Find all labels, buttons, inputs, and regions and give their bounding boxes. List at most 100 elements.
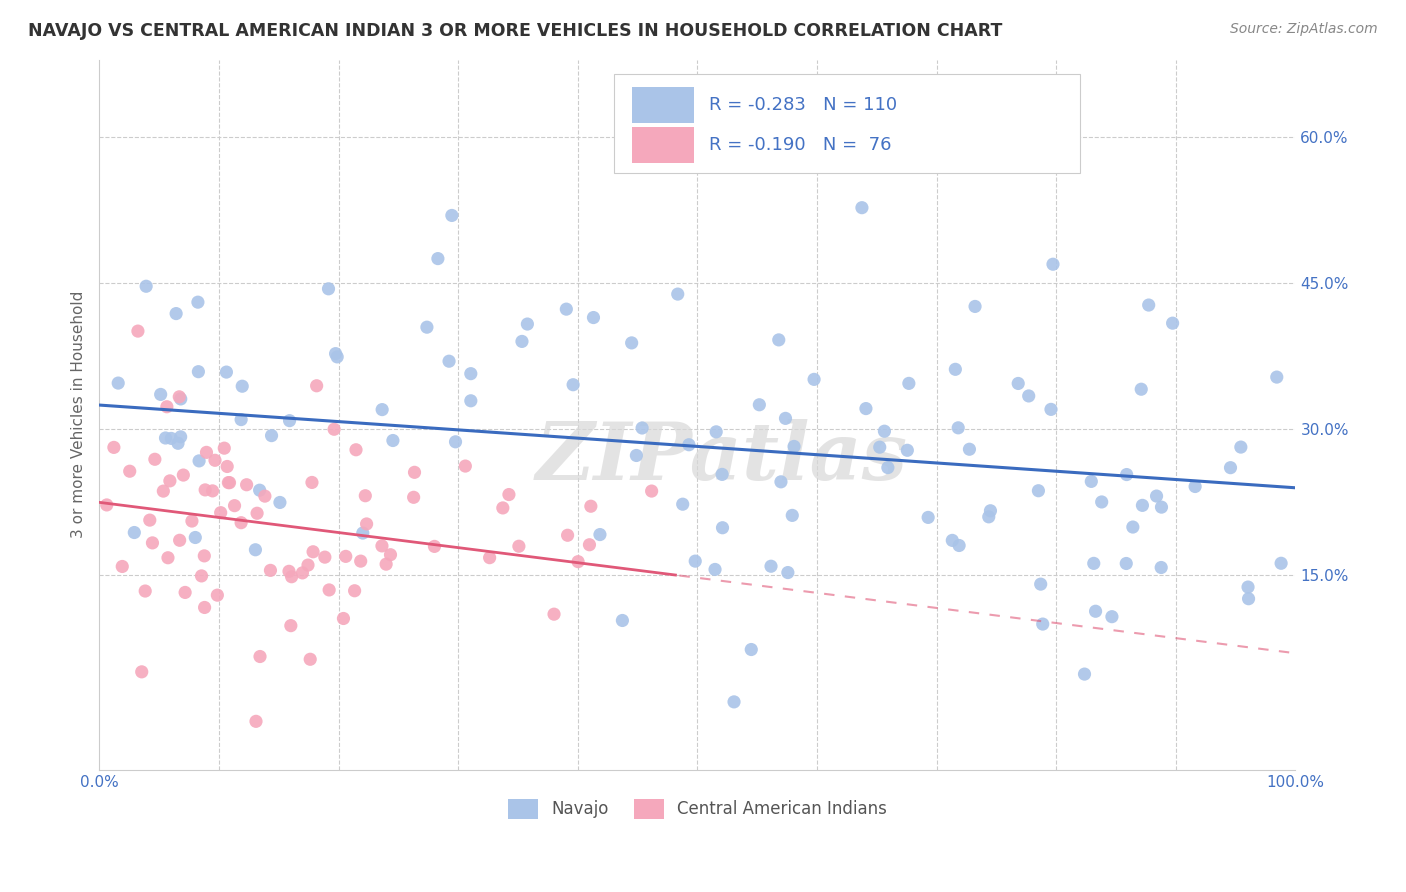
- Point: [704, 425, 727, 439]
- Point: [1146, 489, 1168, 503]
- Point: [557, 528, 579, 542]
- Point: [156, 550, 179, 565]
- Point: [280, 570, 302, 584]
- Point: [640, 484, 662, 499]
- Point: [775, 411, 797, 425]
- Point: [124, 525, 146, 540]
- Point: [666, 287, 689, 301]
- Point: [437, 354, 460, 368]
- Point: [1150, 500, 1173, 515]
- Point: [948, 539, 970, 553]
- Point: [803, 372, 825, 386]
- Text: R = -0.190   N =  76: R = -0.190 N = 76: [710, 136, 891, 153]
- Legend: Navajo, Central American Indians: Navajo, Central American Indians: [502, 792, 894, 826]
- Point: [231, 379, 253, 393]
- Point: [190, 569, 212, 583]
- Point: [1032, 617, 1054, 632]
- Point: [149, 387, 172, 401]
- Point: [896, 443, 918, 458]
- Point: [1115, 557, 1137, 571]
- Point: [562, 377, 585, 392]
- Point: [127, 324, 149, 338]
- Point: [460, 393, 482, 408]
- Point: [259, 563, 281, 577]
- Point: [323, 422, 346, 436]
- Point: [172, 468, 194, 483]
- Point: [375, 557, 398, 571]
- Point: [626, 449, 648, 463]
- Point: [582, 310, 605, 325]
- Point: [195, 445, 218, 459]
- Point: [204, 453, 226, 467]
- Point: [215, 365, 238, 379]
- Point: [959, 442, 981, 457]
- Point: [231, 412, 253, 426]
- Point: [620, 335, 643, 350]
- Point: [740, 642, 762, 657]
- Point: [683, 554, 706, 568]
- Point: [440, 209, 463, 223]
- Point: [711, 467, 734, 482]
- Point: [508, 539, 530, 553]
- FancyBboxPatch shape: [631, 87, 693, 123]
- Point: [169, 533, 191, 548]
- Point: [977, 509, 1000, 524]
- Point: [941, 533, 963, 548]
- Point: [217, 459, 239, 474]
- Point: [498, 487, 520, 501]
- Point: [1091, 495, 1114, 509]
- Point: [352, 526, 374, 541]
- Point: [143, 452, 166, 467]
- Point: [253, 489, 276, 503]
- Point: [278, 564, 301, 578]
- Point: [131, 665, 153, 679]
- Point: [380, 548, 402, 562]
- Point: [492, 500, 515, 515]
- Point: [249, 649, 271, 664]
- Point: [96, 498, 118, 512]
- Point: [876, 460, 898, 475]
- Point: [1029, 577, 1052, 591]
- Point: [1184, 479, 1206, 493]
- Point: [139, 513, 162, 527]
- Point: [1237, 591, 1260, 606]
- Text: Source: ZipAtlas.com: Source: ZipAtlas.com: [1230, 22, 1378, 37]
- Point: [672, 497, 695, 511]
- Point: [426, 252, 449, 266]
- Point: [181, 514, 204, 528]
- Point: [855, 401, 877, 416]
- Point: [769, 475, 792, 489]
- Point: [780, 508, 803, 523]
- Point: [194, 483, 217, 497]
- Point: [371, 402, 394, 417]
- Point: [245, 714, 267, 729]
- Point: [218, 475, 240, 490]
- Point: [156, 400, 179, 414]
- Point: [1084, 604, 1107, 618]
- Point: [678, 438, 700, 452]
- Point: [1122, 520, 1144, 534]
- Point: [1265, 370, 1288, 384]
- Point: [1115, 467, 1137, 482]
- Point: [381, 434, 404, 448]
- Point: [246, 506, 269, 520]
- Point: [165, 307, 187, 321]
- Point: [1130, 382, 1153, 396]
- Point: [423, 540, 446, 554]
- Point: [280, 618, 302, 632]
- Point: [748, 398, 770, 412]
- FancyBboxPatch shape: [614, 74, 1080, 173]
- Point: [1230, 440, 1253, 454]
- Point: [160, 431, 183, 445]
- Point: [184, 531, 207, 545]
- Point: [141, 536, 163, 550]
- Point: [943, 362, 966, 376]
- Point: [759, 559, 782, 574]
- Point: [704, 562, 727, 576]
- Y-axis label: 3 or more Vehicles in Household: 3 or more Vehicles in Household: [72, 291, 86, 539]
- Point: [873, 424, 896, 438]
- Point: [155, 431, 177, 445]
- Point: [135, 279, 157, 293]
- Point: [1028, 483, 1050, 498]
- Point: [1150, 560, 1173, 574]
